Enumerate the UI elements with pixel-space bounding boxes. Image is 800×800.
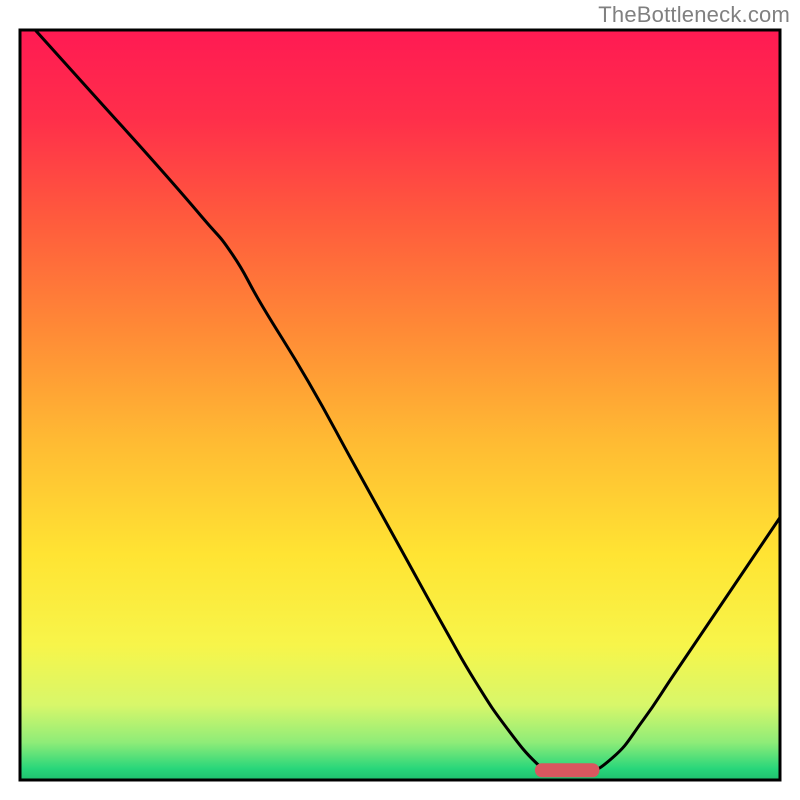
minimum-marker <box>535 763 600 777</box>
plot-area <box>20 30 780 780</box>
bottleneck-chart <box>0 0 800 800</box>
gradient-background <box>20 30 780 780</box>
watermark-text: TheBottleneck.com <box>598 2 790 28</box>
chart-container: TheBottleneck.com <box>0 0 800 800</box>
